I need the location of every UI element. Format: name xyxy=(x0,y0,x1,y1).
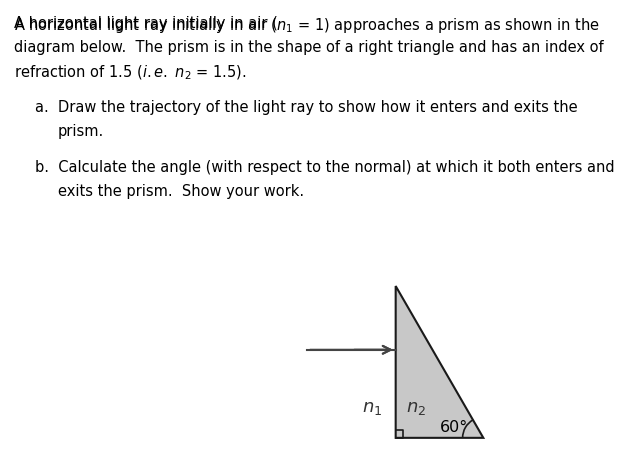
Text: b.  Calculate the angle (with respect to the normal) at which it both enters and: b. Calculate the angle (with respect to … xyxy=(35,159,615,174)
Text: 60°: 60° xyxy=(440,419,468,434)
Text: refraction of 1.5 ($\it{i.e.}$ $n_2$ = 1.5).: refraction of 1.5 ($\it{i.e.}$ $n_2$ = 1… xyxy=(14,64,247,82)
Text: a.  Draw the trajectory of the light ray to show how it enters and exits the: a. Draw the trajectory of the light ray … xyxy=(35,100,578,115)
Text: prism.: prism. xyxy=(58,123,104,139)
Text: A horizontal light ray initially in air ($n_1$ = 1) approaches a prism as shown : A horizontal light ray initially in air … xyxy=(14,16,600,35)
Text: $n_1$: $n_1$ xyxy=(362,398,382,417)
Polygon shape xyxy=(396,286,483,438)
Text: exits the prism.  Show your work.: exits the prism. Show your work. xyxy=(58,183,304,198)
Text: A horizontal light ray initially in air (: A horizontal light ray initially in air … xyxy=(14,16,278,31)
Text: $n_2$: $n_2$ xyxy=(406,398,426,417)
Text: diagram below.  The prism is in the shape of a right triangle and has an index o: diagram below. The prism is in the shape… xyxy=(14,40,604,55)
